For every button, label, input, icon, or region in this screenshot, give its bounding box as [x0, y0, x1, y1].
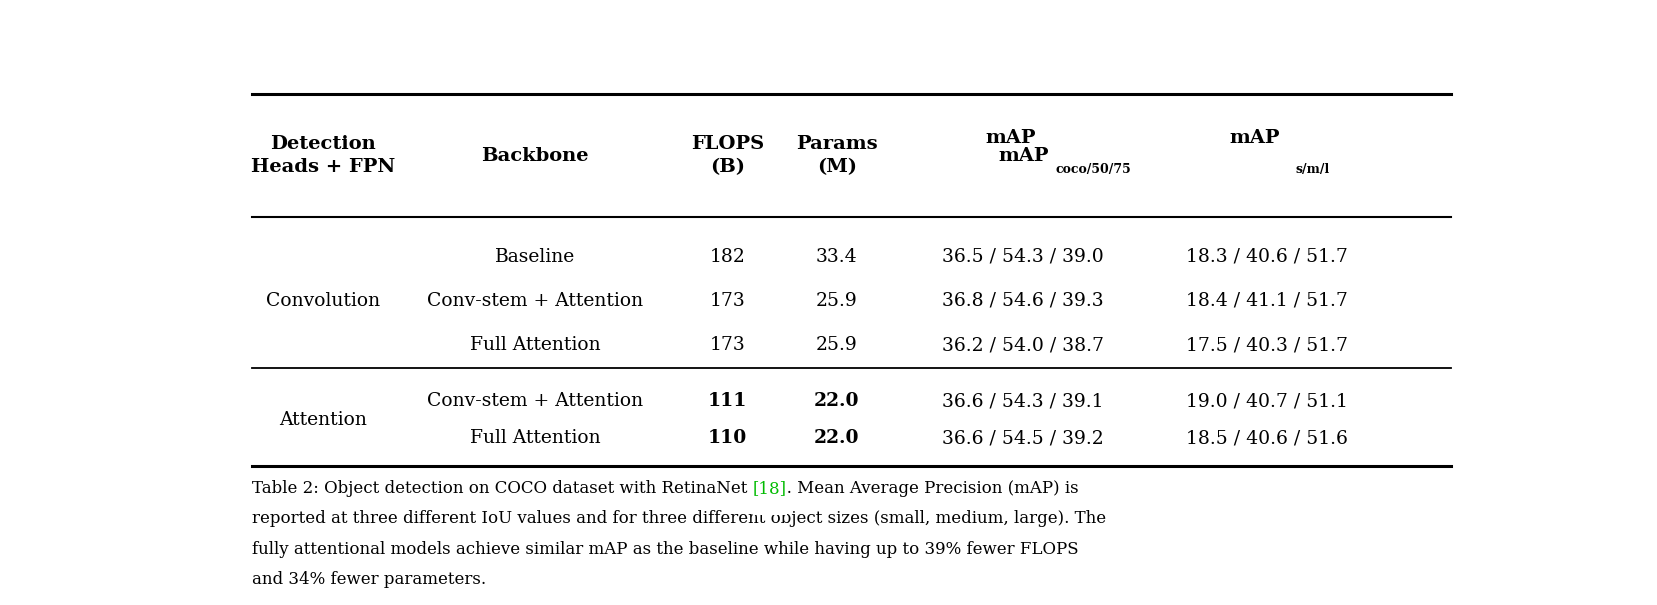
- Text: 111: 111: [708, 392, 747, 410]
- Text: 33.4: 33.4: [815, 247, 857, 266]
- Text: 36.2 / 54.0 / 38.7: 36.2 / 54.0 / 38.7: [941, 336, 1104, 354]
- Text: Params
(M): Params (M): [795, 135, 877, 176]
- Bar: [752, 480, 787, 515]
- Text: Conv-stem + Attention: Conv-stem + Attention: [426, 392, 643, 410]
- Text: 36.6 / 54.5 / 39.2: 36.6 / 54.5 / 39.2: [941, 430, 1104, 447]
- Text: Attention: Attention: [278, 411, 366, 429]
- Text: Baseline: Baseline: [494, 247, 575, 266]
- Text: mAP: mAP: [984, 129, 1036, 147]
- Text: and 34% fewer parameters.: and 34% fewer parameters.: [252, 571, 486, 588]
- Text: 18.4 / 41.1 / 51.7: 18.4 / 41.1 / 51.7: [1186, 292, 1347, 310]
- Text: reported at three different IoU values and for three different object sizes (sma: reported at three different IoU values a…: [252, 511, 1105, 528]
- Text: FLOPS
(B): FLOPS (B): [691, 135, 764, 176]
- Text: 17.5 / 40.3 / 51.7: 17.5 / 40.3 / 51.7: [1186, 336, 1347, 354]
- Text: 36.5 / 54.3 / 39.0: 36.5 / 54.3 / 39.0: [941, 247, 1104, 266]
- Text: mAP: mAP: [998, 146, 1047, 165]
- Text: coco/50/75: coco/50/75: [1056, 163, 1132, 175]
- Text: 173: 173: [709, 336, 746, 354]
- Text: 36.6 / 54.3 / 39.1: 36.6 / 54.3 / 39.1: [941, 392, 1104, 410]
- Text: 18.3 / 40.6 / 51.7: 18.3 / 40.6 / 51.7: [1186, 247, 1347, 266]
- Text: 22.0: 22.0: [814, 392, 858, 410]
- Text: Table 2: Object detection on COCO dataset with RetinaNet [18]. Mean Average Prec: Table 2: Object detection on COCO datase…: [252, 480, 1079, 497]
- Text: Full Attention: Full Attention: [469, 336, 600, 354]
- Text: fully attentional models achieve similar mAP as the baseline while having up to : fully attentional models achieve similar…: [252, 541, 1079, 558]
- Text: 110: 110: [708, 430, 747, 447]
- Text: s/m/l: s/m/l: [1294, 163, 1329, 175]
- Text: 173: 173: [709, 292, 746, 310]
- Text: mAP: mAP: [1228, 129, 1279, 147]
- Text: Detection
Heads + FPN: Detection Heads + FPN: [250, 135, 394, 176]
- Text: Backbone: Backbone: [481, 146, 588, 165]
- Text: 182: 182: [709, 247, 746, 266]
- Text: [18]: [18]: [752, 480, 787, 497]
- Text: Full Attention: Full Attention: [469, 430, 600, 447]
- Text: 25.9: 25.9: [815, 336, 857, 354]
- Text: 19.0 / 40.7 / 51.1: 19.0 / 40.7 / 51.1: [1186, 392, 1347, 410]
- Text: 22.0: 22.0: [814, 430, 858, 447]
- Text: 18.5 / 40.6 / 51.6: 18.5 / 40.6 / 51.6: [1186, 430, 1347, 447]
- Text: 25.9: 25.9: [815, 292, 857, 310]
- Text: 36.8 / 54.6 / 39.3: 36.8 / 54.6 / 39.3: [941, 292, 1104, 310]
- Text: Conv-stem + Attention: Conv-stem + Attention: [426, 292, 643, 310]
- Text: Convolution: Convolution: [265, 292, 379, 310]
